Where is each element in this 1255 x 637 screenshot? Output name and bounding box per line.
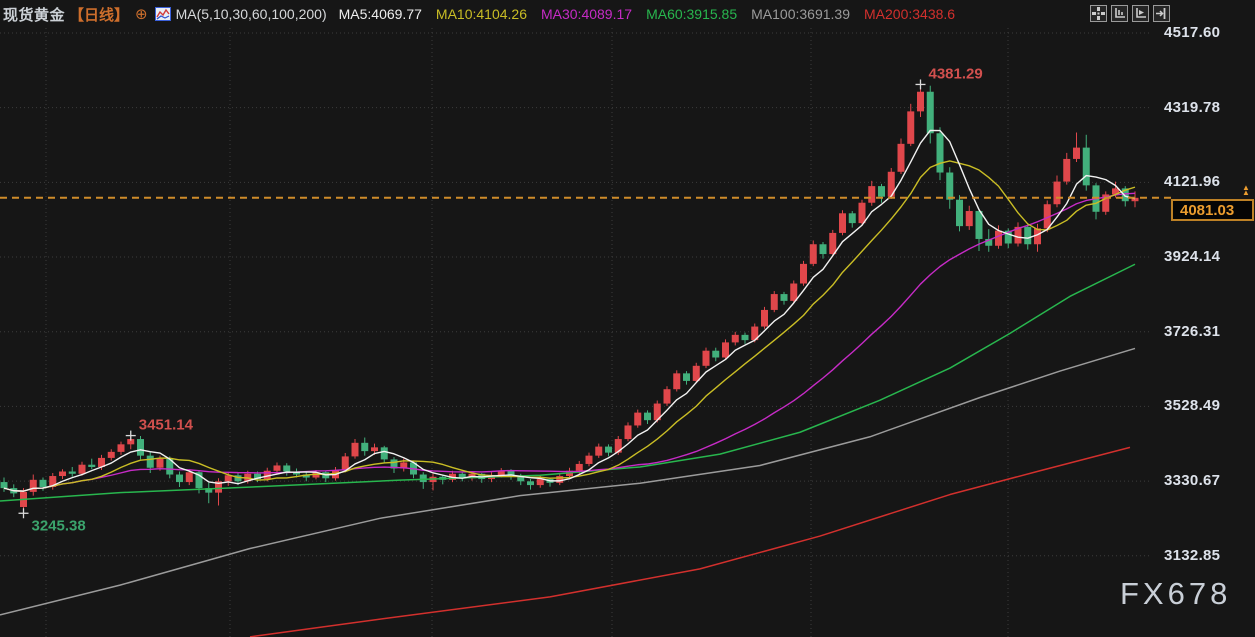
chart-header: 现货黄金 【日线】 ⊕ MA(5,10,30,60,100,200) MA5:4…	[0, 0, 1255, 28]
chart-toolbar	[1090, 5, 1170, 22]
axis-label: 3330.67	[1164, 472, 1221, 490]
ma-value: MA10:4104.26	[435, 6, 527, 22]
ma-value: MA30:4089.17	[540, 6, 633, 22]
crosshair-icon[interactable]	[1090, 5, 1107, 22]
ma-value: MA100:3691.39	[751, 6, 850, 22]
ma-value: MA60:3915.85	[646, 6, 738, 22]
svg-text:3245.38: 3245.38	[32, 517, 86, 534]
ma-value: MA5:4069.77	[338, 6, 422, 22]
last-price-tag: 4081.03	[1171, 198, 1254, 221]
axis-label: 4121.96	[1164, 173, 1221, 191]
ma-overlay-icon	[154, 7, 171, 21]
axis-label: 3924.14	[1164, 248, 1221, 266]
svg-text:4381.29: 4381.29	[929, 65, 983, 82]
timeframe-label: 【日线】	[69, 6, 130, 24]
price-up-arrows-icon: ▲ ▲	[1242, 182, 1250, 197]
axis-label: 3132.85	[1164, 546, 1221, 564]
auto-scroll-icon[interactable]	[1132, 5, 1149, 22]
pop-out-icon[interactable]	[1153, 5, 1170, 22]
ma-params-label: MA(5,10,30,60,100,200)	[175, 6, 327, 22]
watermark: FX678	[1120, 576, 1232, 611]
ma-value: MA200:3438.6	[864, 6, 956, 22]
instrument-title: 现货黄金	[3, 6, 66, 24]
axis-label: 3726.31	[1164, 322, 1221, 340]
add-indicator-icon[interactable]: ⊕	[135, 5, 148, 23]
axis-label: 3528.49	[1164, 397, 1221, 415]
axis-scale-icon[interactable]	[1111, 5, 1128, 22]
axis-label: 4517.60	[1164, 24, 1221, 41]
axis-label: 4319.78	[1164, 98, 1221, 116]
svg-text:3451.14: 3451.14	[139, 417, 194, 434]
